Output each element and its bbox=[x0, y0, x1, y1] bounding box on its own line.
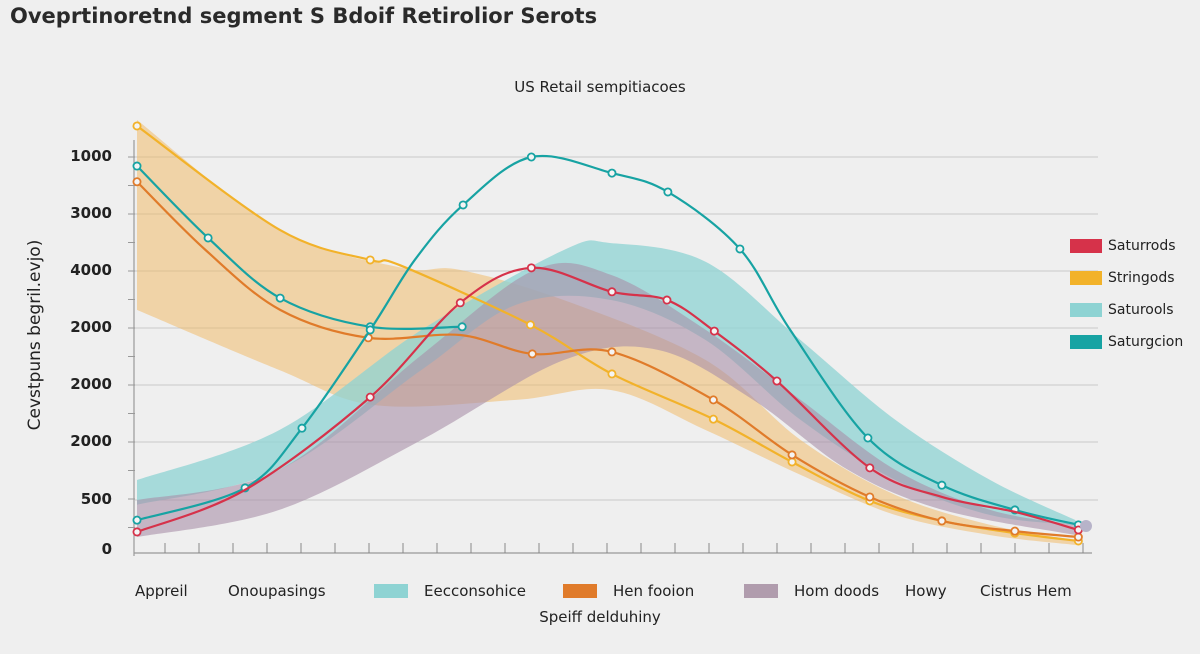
legend-swatch bbox=[1070, 239, 1102, 253]
data-point bbox=[708, 395, 718, 405]
data-point bbox=[365, 255, 375, 265]
data-point bbox=[607, 347, 617, 357]
data-point bbox=[275, 293, 285, 303]
x-tick-label: Hom doods bbox=[744, 582, 879, 600]
data-point bbox=[937, 516, 947, 526]
y-tick-label: 4000 bbox=[70, 261, 112, 279]
data-point bbox=[457, 322, 467, 332]
data-point bbox=[365, 325, 375, 335]
data-point bbox=[937, 480, 947, 490]
data-point bbox=[203, 233, 213, 243]
x-swatch bbox=[374, 584, 408, 598]
x-tick-text: Cistrus Hem bbox=[980, 582, 1072, 600]
legend-label: Saturgcion bbox=[1108, 334, 1184, 350]
x-swatch bbox=[563, 584, 597, 598]
x-tick-label: Cistrus Hem bbox=[980, 582, 1072, 600]
data-point bbox=[607, 369, 617, 379]
data-point bbox=[863, 433, 873, 443]
legend-swatch bbox=[1070, 335, 1102, 349]
data-point bbox=[132, 161, 142, 171]
legend-label: Saturrods bbox=[1108, 238, 1176, 254]
data-point bbox=[787, 450, 797, 460]
data-point bbox=[1010, 526, 1020, 536]
x-tick-text: Appreil bbox=[135, 582, 188, 600]
data-point bbox=[663, 187, 673, 197]
data-point bbox=[132, 515, 142, 525]
data-point bbox=[1073, 532, 1083, 542]
data-point bbox=[297, 423, 307, 433]
x-tick-text: Eecconsohice bbox=[424, 582, 527, 600]
x-tick-label: Hen fooion bbox=[563, 582, 694, 600]
data-point bbox=[787, 457, 797, 467]
data-point bbox=[458, 200, 468, 210]
y-tick-label: 1000 bbox=[70, 147, 112, 165]
x-tick-label: Eecconsohice bbox=[374, 582, 526, 600]
legend-label: Saturools bbox=[1108, 302, 1174, 318]
data-point bbox=[865, 492, 875, 502]
data-point bbox=[709, 326, 719, 336]
data-point bbox=[735, 244, 745, 254]
data-point bbox=[526, 152, 536, 162]
chart-title: Oveprtinoretnd segment S Bdoif Retirolio… bbox=[10, 4, 598, 28]
legend-swatch bbox=[1070, 271, 1102, 285]
legend-item: Saturools bbox=[1070, 294, 1183, 326]
y-axis-label: Cevstpuns begril.evjo) bbox=[25, 239, 45, 431]
legend-label: Stringods bbox=[1108, 270, 1175, 286]
x-tick-text: Hom doods bbox=[794, 582, 880, 600]
data-point bbox=[132, 177, 142, 187]
legend-item: Saturrods bbox=[1070, 230, 1183, 262]
legend-item: Saturgcion bbox=[1070, 326, 1183, 358]
data-point bbox=[527, 349, 537, 359]
x-tick-text: Onoupasings bbox=[228, 582, 326, 600]
y-tick-label: 500 bbox=[80, 490, 112, 508]
series-line bbox=[136, 266, 1079, 533]
x-tick-label: Appreil bbox=[135, 582, 188, 600]
y-tick-label: 0 bbox=[101, 540, 112, 558]
x-tick-text: Hen fooion bbox=[613, 582, 695, 600]
chart-subtitle: US Retail sempitiacoes bbox=[514, 78, 686, 96]
y-tick-label: 2000 bbox=[70, 432, 112, 450]
y-tick-label: 2000 bbox=[70, 375, 112, 393]
y-tick-label: 3000 bbox=[70, 204, 112, 222]
x-tick-labels: Appreil Onoupasings Eecconsohice Hen foo… bbox=[0, 582, 1200, 602]
x-tick-label: Howy bbox=[905, 582, 947, 600]
data-point bbox=[132, 527, 142, 537]
confidence-band bbox=[137, 262, 1076, 538]
data-point bbox=[772, 376, 782, 386]
data-point bbox=[607, 287, 617, 297]
data-point bbox=[365, 392, 375, 402]
data-point bbox=[865, 463, 875, 473]
x-tick-label: Onoupasings bbox=[228, 582, 326, 600]
data-point bbox=[607, 168, 617, 178]
legend: Saturrods Stringods Saturools Saturgcion bbox=[1070, 230, 1183, 358]
data-point bbox=[525, 320, 535, 330]
data-point bbox=[455, 298, 465, 308]
legend-item: Stringods bbox=[1070, 262, 1183, 294]
data-point bbox=[526, 263, 536, 273]
x-tick-text: Howy bbox=[905, 582, 947, 600]
y-tick-label: 2000 bbox=[70, 318, 112, 336]
data-point bbox=[708, 414, 718, 424]
x-swatch bbox=[744, 584, 778, 598]
end-marker bbox=[1080, 520, 1092, 532]
data-point bbox=[662, 295, 672, 305]
legend-swatch bbox=[1070, 303, 1102, 317]
x-axis-label: Speiff delduhiny bbox=[539, 608, 661, 626]
data-point bbox=[132, 121, 142, 131]
